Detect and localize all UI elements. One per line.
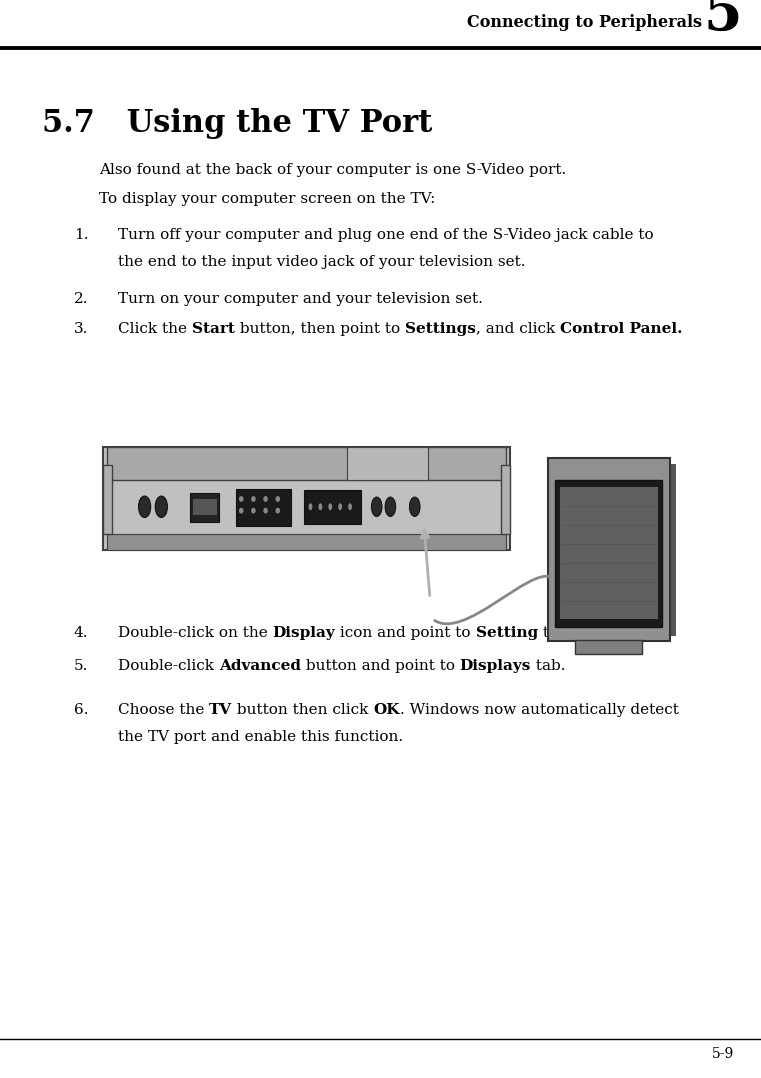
Ellipse shape: [329, 503, 333, 510]
Text: 5-9: 5-9: [712, 1048, 734, 1061]
Text: Connecting to Peripherals: Connecting to Peripherals: [467, 14, 702, 31]
Text: Double-click: Double-click: [118, 660, 219, 673]
Bar: [103, 465, 112, 535]
Ellipse shape: [139, 496, 151, 517]
Text: 6.: 6.: [74, 704, 88, 717]
Text: button then click: button then click: [232, 704, 374, 717]
Bar: [670, 464, 676, 636]
Bar: [575, 639, 642, 654]
Ellipse shape: [263, 508, 268, 513]
Text: 1.: 1.: [74, 229, 88, 241]
Text: Double-click on the: Double-click on the: [118, 626, 272, 639]
Bar: [556, 480, 662, 626]
Text: 2.: 2.: [74, 292, 88, 305]
FancyArrowPatch shape: [421, 530, 430, 595]
Text: To display your computer screen on the TV:: To display your computer screen on the T…: [99, 193, 435, 206]
Text: Setting: Setting: [476, 626, 538, 639]
Text: Advanced: Advanced: [219, 660, 301, 673]
Bar: [347, 447, 428, 480]
Text: 4.: 4.: [74, 626, 88, 639]
Text: tab.: tab.: [538, 626, 572, 639]
Ellipse shape: [339, 503, 342, 510]
Ellipse shape: [275, 496, 280, 502]
Bar: [548, 458, 670, 641]
Text: Turn off your computer and plug one end of the S-Video jack cable to: Turn off your computer and plug one end …: [118, 229, 654, 241]
Text: the TV port and enable this function.: the TV port and enable this function.: [118, 731, 403, 744]
Text: 5: 5: [703, 0, 742, 43]
Ellipse shape: [385, 497, 396, 516]
Bar: [236, 489, 291, 526]
Bar: [501, 465, 510, 535]
Ellipse shape: [349, 503, 352, 510]
Bar: [559, 487, 658, 620]
Text: Click the: Click the: [118, 322, 192, 335]
Text: . Windows now automatically detect: . Windows now automatically detect: [400, 704, 679, 717]
Text: 3.: 3.: [74, 322, 88, 335]
Bar: [107, 535, 506, 550]
Ellipse shape: [251, 496, 256, 502]
Ellipse shape: [251, 508, 256, 513]
Ellipse shape: [319, 503, 323, 510]
Bar: [107, 447, 506, 480]
Text: Turn on your computer and your television set.: Turn on your computer and your televisio…: [118, 292, 482, 305]
Ellipse shape: [239, 508, 244, 513]
Text: TV: TV: [209, 704, 232, 717]
Bar: [103, 447, 510, 550]
Text: button and point to: button and point to: [301, 660, 460, 673]
Text: Choose the: Choose the: [118, 704, 209, 717]
Text: Start: Start: [192, 322, 234, 335]
Text: Also found at the back of your computer is one S-Video port.: Also found at the back of your computer …: [99, 164, 566, 177]
Text: OK: OK: [374, 704, 400, 717]
Ellipse shape: [263, 496, 268, 502]
Text: Settings: Settings: [405, 322, 476, 335]
Text: Displays: Displays: [460, 660, 531, 673]
Text: , and click: , and click: [476, 322, 559, 335]
Text: the end to the input video jack of your television set.: the end to the input video jack of your …: [118, 255, 525, 268]
Text: tab.: tab.: [531, 660, 565, 673]
Ellipse shape: [309, 503, 312, 510]
Ellipse shape: [371, 497, 382, 516]
Bar: [193, 499, 217, 514]
Bar: [304, 490, 361, 524]
Text: Control Panel.: Control Panel.: [559, 322, 682, 335]
Text: 5.7   Using the TV Port: 5.7 Using the TV Port: [42, 109, 432, 139]
Text: button, then point to: button, then point to: [234, 322, 405, 335]
Ellipse shape: [155, 496, 167, 517]
Text: icon and point to: icon and point to: [336, 626, 476, 639]
Text: Display: Display: [272, 626, 336, 639]
Ellipse shape: [275, 508, 280, 513]
Ellipse shape: [409, 497, 420, 516]
Bar: [190, 493, 219, 523]
Text: 5.: 5.: [74, 660, 88, 673]
Ellipse shape: [239, 496, 244, 502]
